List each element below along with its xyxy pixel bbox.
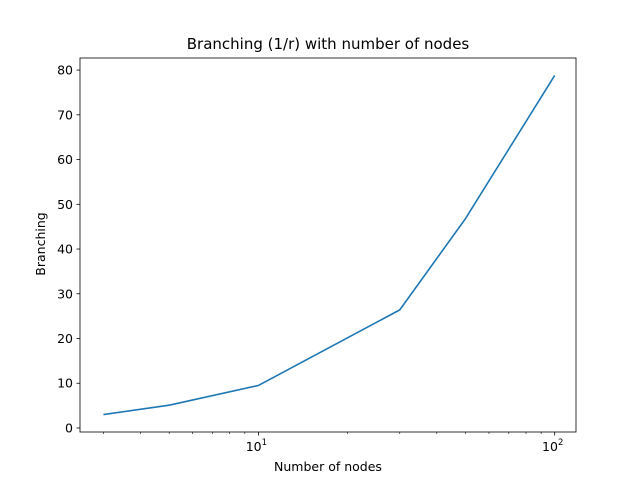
x-tick-label: 101 (246, 438, 267, 454)
y-tick-label: 0 (65, 420, 73, 435)
y-tick-label: 60 (57, 152, 73, 167)
series-line (103, 75, 556, 416)
y-tick-label: 70 (57, 107, 73, 122)
y-axis-label: Branching (33, 212, 48, 275)
x-tick-label: 102 (542, 438, 563, 454)
y-tick-label: 40 (57, 242, 73, 257)
y-tick-label: 10 (57, 376, 73, 391)
plot-frame (79, 57, 577, 433)
plot-area: 0 10 20 30 40 50 60 70 80 101 102 (57, 57, 577, 454)
chart-title: Branching (1/r) with number of nodes (187, 35, 470, 53)
y-tick-label: 50 (57, 197, 73, 212)
y-tick-label: 20 (57, 331, 73, 346)
y-tick-label: 30 (57, 286, 73, 301)
x-axis-label: Number of nodes (274, 459, 382, 474)
y-tick-label: 80 (57, 63, 73, 78)
